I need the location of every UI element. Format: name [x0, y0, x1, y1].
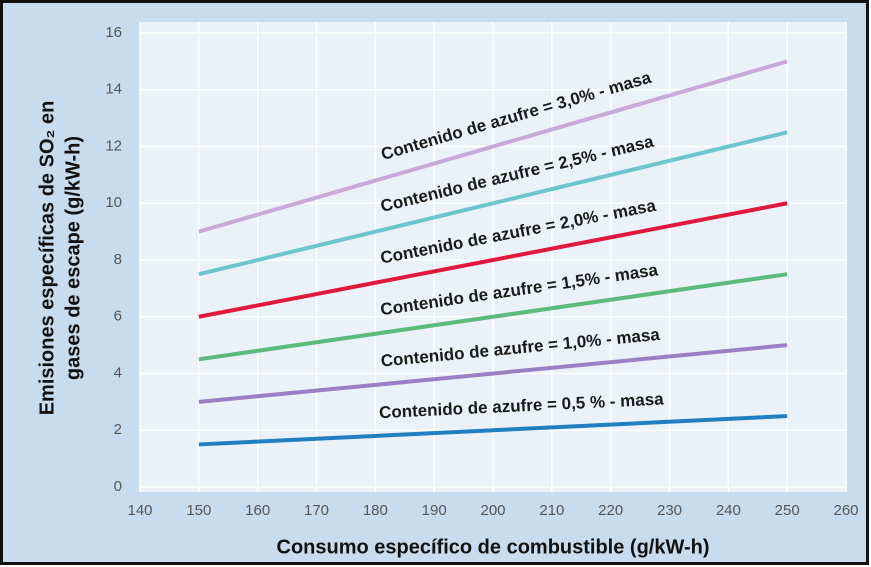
y-tick-label: 4 — [114, 364, 122, 381]
x-tick-label: 200 — [480, 502, 505, 519]
x-tick-label: 240 — [716, 502, 741, 519]
x-tick-label: 190 — [422, 502, 447, 519]
x-tick-label: 160 — [245, 502, 270, 519]
y-tick-label: 2 — [114, 421, 122, 438]
y-tick-label: 14 — [105, 81, 122, 98]
y-tick-label: 0 — [114, 478, 122, 495]
y-axis-label: Emisiones específicas de SO₂ en — [36, 101, 58, 416]
x-tick-label: 170 — [304, 502, 329, 519]
y-axis-label: gases de escape (g/kW-h) — [62, 136, 84, 380]
y-tick-label: 12 — [105, 137, 122, 154]
x-tick-label: 150 — [186, 502, 211, 519]
series-line — [198, 59, 788, 234]
y-tick-label: 8 — [114, 251, 122, 268]
y-tick-label: 10 — [105, 194, 122, 211]
series-line — [198, 272, 788, 362]
x-tick-label: 140 — [127, 502, 152, 519]
y-tick-label: 16 — [105, 24, 122, 41]
x-tick-label: 180 — [363, 502, 388, 519]
series-line — [198, 130, 788, 277]
y-tick-label: 6 — [114, 308, 122, 325]
x-tick-label: 250 — [775, 502, 800, 519]
x-tick-label: 230 — [657, 502, 682, 519]
x-axis-label: Consumo específico de combustible (g/kW-… — [277, 536, 710, 558]
series-line — [198, 414, 788, 447]
series-line — [198, 201, 788, 319]
x-tick-label: 210 — [539, 502, 564, 519]
x-tick-label: 220 — [598, 502, 623, 519]
series-line — [198, 343, 788, 404]
x-tick-label: 260 — [833, 502, 858, 519]
